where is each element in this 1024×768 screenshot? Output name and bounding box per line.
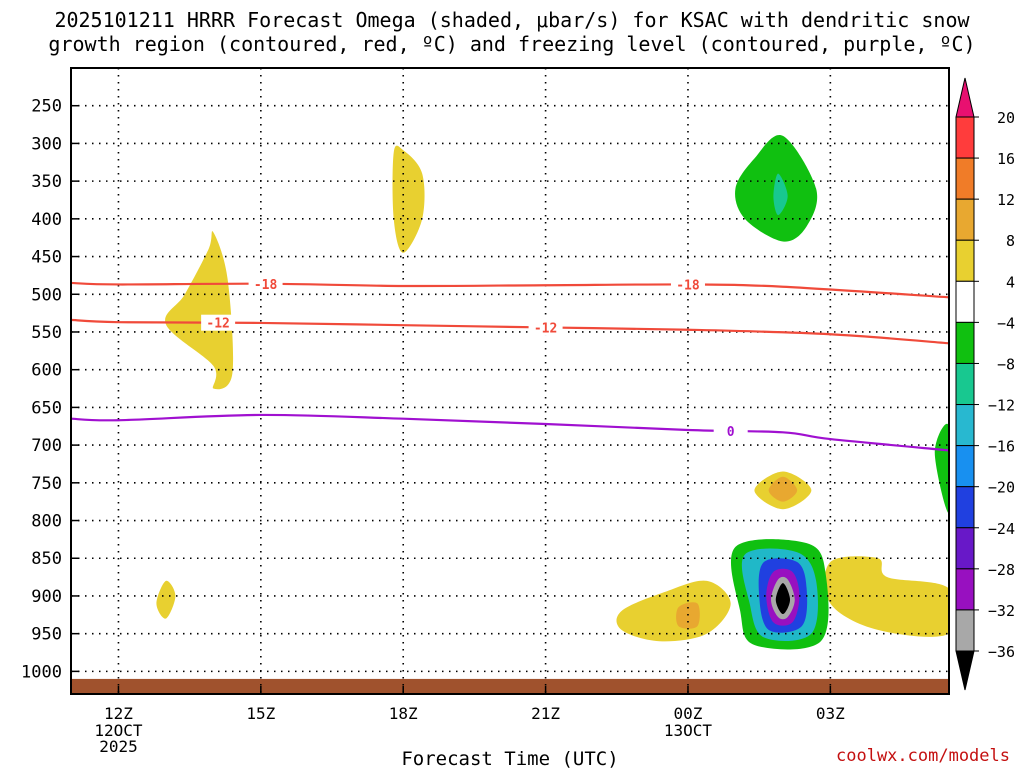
contour-label-bg-dgz-minus18 xyxy=(248,275,283,292)
colorbar-swatch-9 xyxy=(955,486,975,529)
colorbar-top-arrow xyxy=(955,77,975,118)
y-tick-label-500: 500 xyxy=(31,285,62,305)
y-tick-label-400: 400 xyxy=(31,210,62,230)
colorbar-swatch-8 xyxy=(955,445,975,488)
colorbar-label-1: 16 xyxy=(997,150,1015,168)
plot-frame xyxy=(70,67,950,695)
x-tick-sublabel-12OCT: 12OCT xyxy=(94,721,143,740)
colorbar-label-10: −24 xyxy=(988,520,1015,538)
x-tick-sublabel-2025: 2025 xyxy=(99,737,138,756)
chart-title: 2025101211 HRRR Forecast Omega (shaded, … xyxy=(0,8,1024,56)
y-tick-label-950: 950 xyxy=(31,625,62,645)
x-tick-label-12Z: 12Z xyxy=(104,704,133,723)
shaded-region-downward-motion-right-edge xyxy=(934,423,949,514)
colorbar-bottom-arrow xyxy=(955,650,975,691)
colorbar-label-13: −36 xyxy=(988,643,1015,661)
shaded-region-upward-motion-center-low xyxy=(616,580,731,642)
colorbar-swatch-6 xyxy=(955,362,975,406)
colorbar-swatch-3 xyxy=(955,239,975,282)
y-tick-label-600: 600 xyxy=(31,361,62,381)
contour-label-dgz-minus12: -12 xyxy=(206,317,229,332)
contour-label-freezing-level: 0 xyxy=(727,425,735,440)
contour-dgz-minus18 xyxy=(71,281,949,299)
y-tick-label-900: 900 xyxy=(31,587,62,607)
x-axis-label: Forecast Time (UTC) xyxy=(401,748,618,768)
terrain-layer xyxy=(71,678,949,694)
surface-terrain xyxy=(71,678,949,694)
y-tick-label-850: 850 xyxy=(31,549,62,569)
shaded-region-downward-motion-core-black xyxy=(775,583,791,615)
colorbar-label-8: −16 xyxy=(988,438,1015,456)
colorbar-swatch-4 xyxy=(955,280,975,323)
contour-label-dgz-minus18: -18 xyxy=(676,278,700,293)
shaded-region-upward-motion-center-upper xyxy=(392,145,425,253)
chart-title-line-1: 2025101211 HRRR Forecast Omega (shaded, … xyxy=(54,8,970,32)
contour-label-bg-dgz-minus12 xyxy=(528,319,563,336)
x-tick-label-03Z: 03Z xyxy=(816,704,845,723)
contour-dgz-minus12 xyxy=(71,318,949,345)
credit-text: coolwx.com/models xyxy=(836,746,1010,766)
contour-freezing-level xyxy=(71,413,949,452)
colorbar-swatch-12 xyxy=(955,609,975,652)
chart-title-line-2: growth region (contoured, red, ºC) and f… xyxy=(48,32,976,56)
axis-layer: 250 300 350 400 450 500 550 600 650 700 750 800 850 9… xyxy=(21,97,845,756)
y-tick-label-750: 750 xyxy=(31,474,62,494)
x-tick-label-15Z: 15Z xyxy=(246,704,275,723)
shaded-region-upward-motion-left-upper xyxy=(165,231,234,390)
y-tick-label-250: 250 xyxy=(31,97,62,117)
y-tick-label-550: 550 xyxy=(31,323,62,343)
colorbar-label-4: 4 xyxy=(1006,273,1015,291)
colorbar-label-9: −20 xyxy=(988,479,1015,497)
colorbar-label-6: −8 xyxy=(997,355,1015,373)
colorbar-label-7: −12 xyxy=(988,397,1015,415)
colorbar-swatch-11 xyxy=(955,568,975,611)
y-tick-label-800: 800 xyxy=(31,512,62,532)
shaded-region-upward-motion-left-low xyxy=(156,580,176,619)
colorbar-swatch-10 xyxy=(955,527,975,570)
contour-label-dgz-minus12: -12 xyxy=(534,321,557,336)
y-tick-label-350: 350 xyxy=(31,172,62,192)
x-tick-sublabel-13OCT: 13OCT xyxy=(664,721,713,740)
x-tick-label-00Z: 00Z xyxy=(674,704,703,723)
shaded-region-downward-motion-upper-right-core xyxy=(773,173,788,216)
colorbar-swatch-5 xyxy=(955,321,975,364)
x-tick-label-18Z: 18Z xyxy=(389,704,418,723)
omega-shading-layer xyxy=(156,135,949,650)
colorbar-swatch-1 xyxy=(955,157,975,200)
colorbar-swatch-7 xyxy=(955,404,975,447)
contour-label-bg-freezing-level xyxy=(713,423,748,440)
y-tick-label-300: 300 xyxy=(31,134,62,154)
shaded-region-upward-motion-right-low xyxy=(824,556,949,637)
colorbar-label-12: −32 xyxy=(988,602,1015,620)
y-tick-label-450: 450 xyxy=(31,248,62,268)
colorbar-label-3: 8 xyxy=(1006,232,1015,250)
colorbar-swatch-2 xyxy=(955,198,975,241)
y-tick-label-700: 700 xyxy=(31,436,62,456)
contour-label-bg-dgz-minus18 xyxy=(670,276,705,293)
contour-label-dgz-minus18: -18 xyxy=(254,278,278,293)
colorbar-label-11: −28 xyxy=(988,561,1015,579)
contour-layer: -18 -18 -12 -12 0 xyxy=(71,275,949,452)
y-tick-label-650: 650 xyxy=(31,398,62,418)
y-tick-label-1000: 1000 xyxy=(21,662,62,682)
x-tick-label-21Z: 21Z xyxy=(531,704,560,723)
colorbar-label-2: 12 xyxy=(997,191,1015,209)
colorbar-swatch-0 xyxy=(955,116,975,159)
colorbar-label-5: −4 xyxy=(997,314,1015,332)
shaded-region-upward-motion-right-mid-core xyxy=(768,476,798,502)
contour-label-bg-dgz-minus12 xyxy=(201,314,236,331)
colorbar-label-0: 20 xyxy=(997,109,1015,127)
colorbar: 20 16 12 8 4 −4 −8 −12 −16 −20 −24 −28 −32 −36 xyxy=(955,77,1015,691)
